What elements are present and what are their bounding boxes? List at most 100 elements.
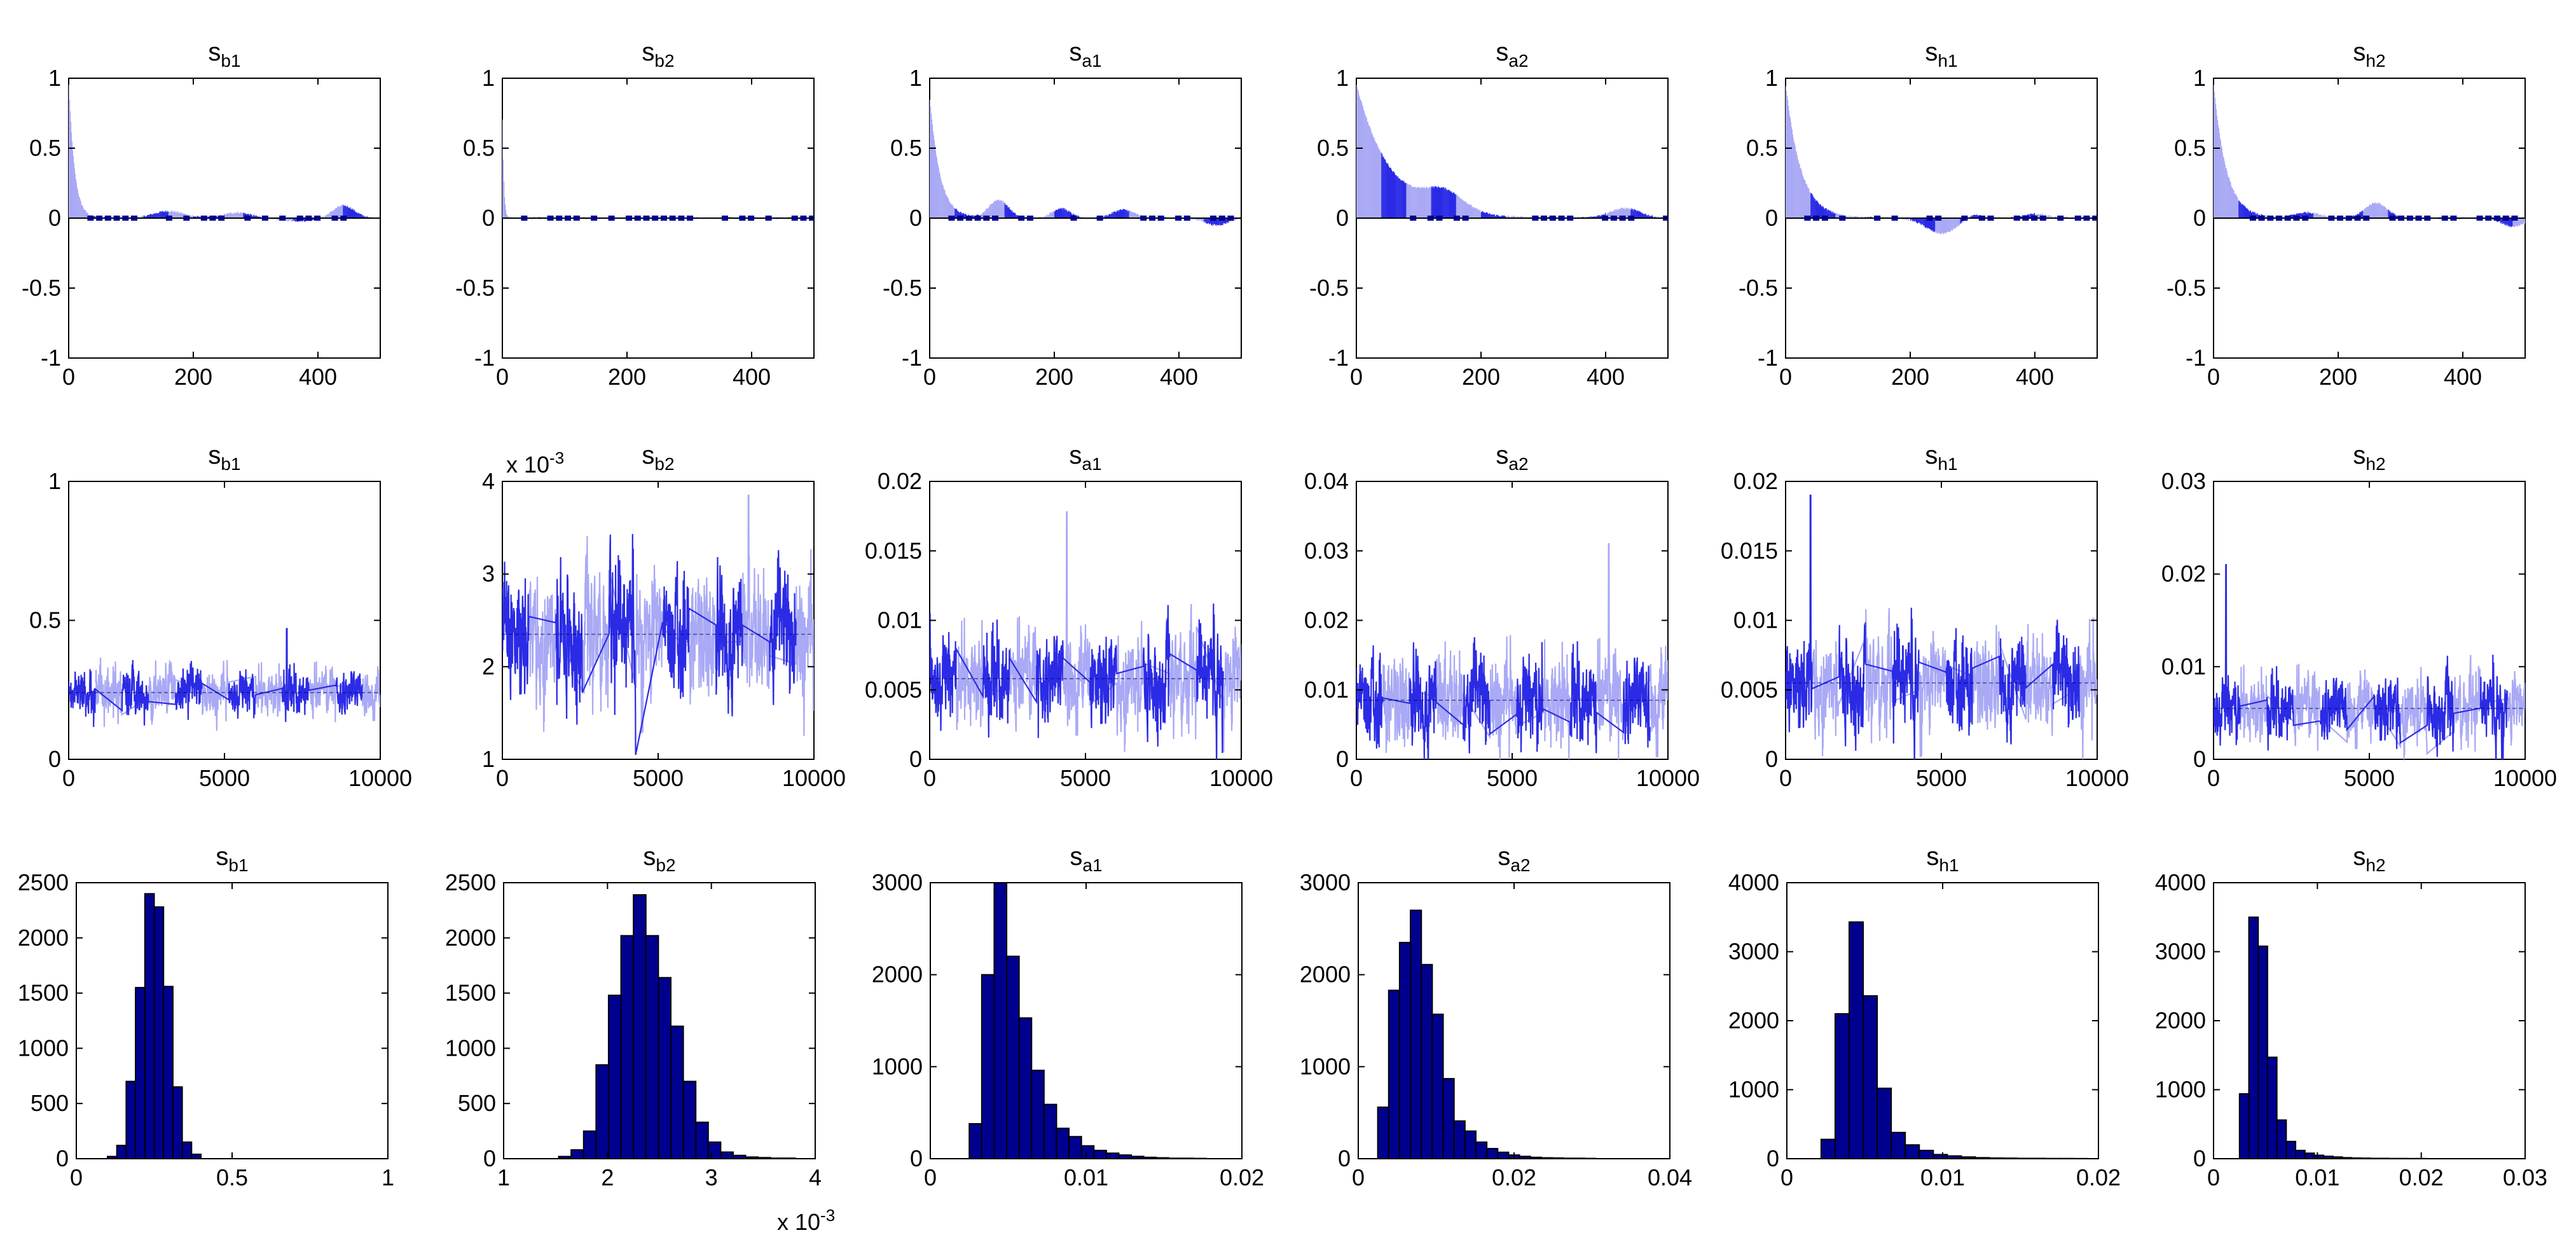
panel-title: sa2 [1498,843,1530,875]
acf-bar [944,189,945,218]
x-tick-label: 0.01 [2295,1164,2339,1190]
hist-bar [2323,1156,2334,1159]
y-tick-label: 4000 [1728,869,1779,895]
hist-bar [153,906,165,1159]
exponent-power: -3 [549,448,564,467]
acf-bar [1064,209,1066,218]
acf-bar [972,216,974,218]
acf-bar [2511,218,2512,226]
y-tick-label: 2500 [445,869,496,895]
acf-bar [2244,205,2245,218]
hist-bar [1932,1154,1948,1159]
acf-bar [1815,200,1817,218]
x-tick-label: 5000 [1060,765,1111,791]
acf-bar [1389,167,1391,218]
acf-marker [721,216,728,221]
acf-bar [1856,216,1857,218]
x-axis: 0 5000 10000 [62,481,412,791]
acf-marker [2083,216,2090,221]
panel-hist-sa2: 0 0.02 0.04 0 1000 2000 3000 sa2 [1300,843,1692,1190]
acf-marker [2249,216,2256,221]
acf-bar [1906,218,1908,221]
y-tick-label: 0.005 [1721,677,1778,703]
title-subscript: h2 [2366,855,2385,875]
y-tick-label: 0.015 [1721,537,1778,563]
acf-marker [521,216,528,221]
acf-marker [643,216,650,221]
acf-bar [963,214,965,218]
acf-bar [985,210,986,218]
acf-bar [1201,218,1202,220]
acf-bar [1641,212,1643,218]
acf-bar [2030,213,2032,218]
acf-bar [1411,187,1412,218]
acf-bar [1439,187,1440,218]
acf-bar [180,212,181,218]
acf-bar [940,180,942,218]
acf-marker [2476,216,2483,221]
hist-bar [1431,1013,1444,1159]
acf-bar [1054,210,1056,218]
acf-bar [287,218,289,221]
acf-bar [2507,218,2508,226]
plot-area [69,628,380,731]
acf-bar [1398,177,1400,218]
acf-bar [952,204,953,218]
acf-bar [1908,218,1910,221]
acf-bar [957,210,958,218]
acf-bar [1388,165,1389,218]
acf-marker [983,216,990,221]
acf-bar [148,214,149,218]
acf-bar [2388,210,2390,218]
acf-marker [183,216,190,221]
acf-bar [1915,218,1917,222]
hist-bar [2369,1157,2381,1159]
acf-bar [1205,218,1206,223]
acf-marker [296,216,303,221]
acf-marker [1549,216,1556,221]
acf-marker [626,216,633,221]
acf-marker [261,216,268,221]
y-tick-label: 2000 [2155,1007,2206,1033]
acf-bar [355,212,356,218]
trace-line [502,534,797,756]
hist-bar [144,893,155,1159]
acf-bar [1609,210,1611,218]
acf-bar [1418,186,1419,218]
acf-bar [1039,216,1040,218]
panel-title: sa2 [1496,441,1528,474]
y-tick-label: 0 [1767,1145,1779,1171]
acf-bar [2243,205,2245,218]
acf-bar [296,218,297,222]
acf-bar [1454,193,1456,218]
acf-bar [344,205,345,218]
acf-bar [1413,187,1414,218]
acf-bar [506,214,507,218]
acf-bar [1487,214,1489,218]
acf-bar [1048,215,1049,218]
title-subscript: h1 [1938,51,1957,71]
acf-bar [1793,138,1794,218]
acf-bar [2519,218,2521,226]
x-tick-label: 0 [62,364,75,390]
panel-acf-sb1: 0 200 400 -1 -0.5 0 0.5 1 sb1 [22,38,381,390]
acf-bar [1849,215,1850,218]
acf-bar [1136,213,1138,218]
acf-marker [2354,216,2361,221]
acf-bar [2240,202,2242,218]
acf-bar [1950,218,1951,232]
y-tick-label: 0 [48,205,61,231]
x-tick-label: 0.02 [1492,1164,1536,1190]
acf-bar [2273,216,2275,218]
acf-bar [1478,210,1480,218]
acf-bar [81,204,82,218]
acf-marker [1148,216,1155,221]
hist-bar [2379,1157,2390,1159]
x-tick-label: 400 [2016,364,2054,390]
y-tick-label: 0.02 [2161,561,2206,587]
plot-area [968,883,1207,1159]
acf-bar [2317,214,2318,218]
x-tick-label: 10000 [1209,765,1273,791]
acf-bar [1926,218,1927,228]
